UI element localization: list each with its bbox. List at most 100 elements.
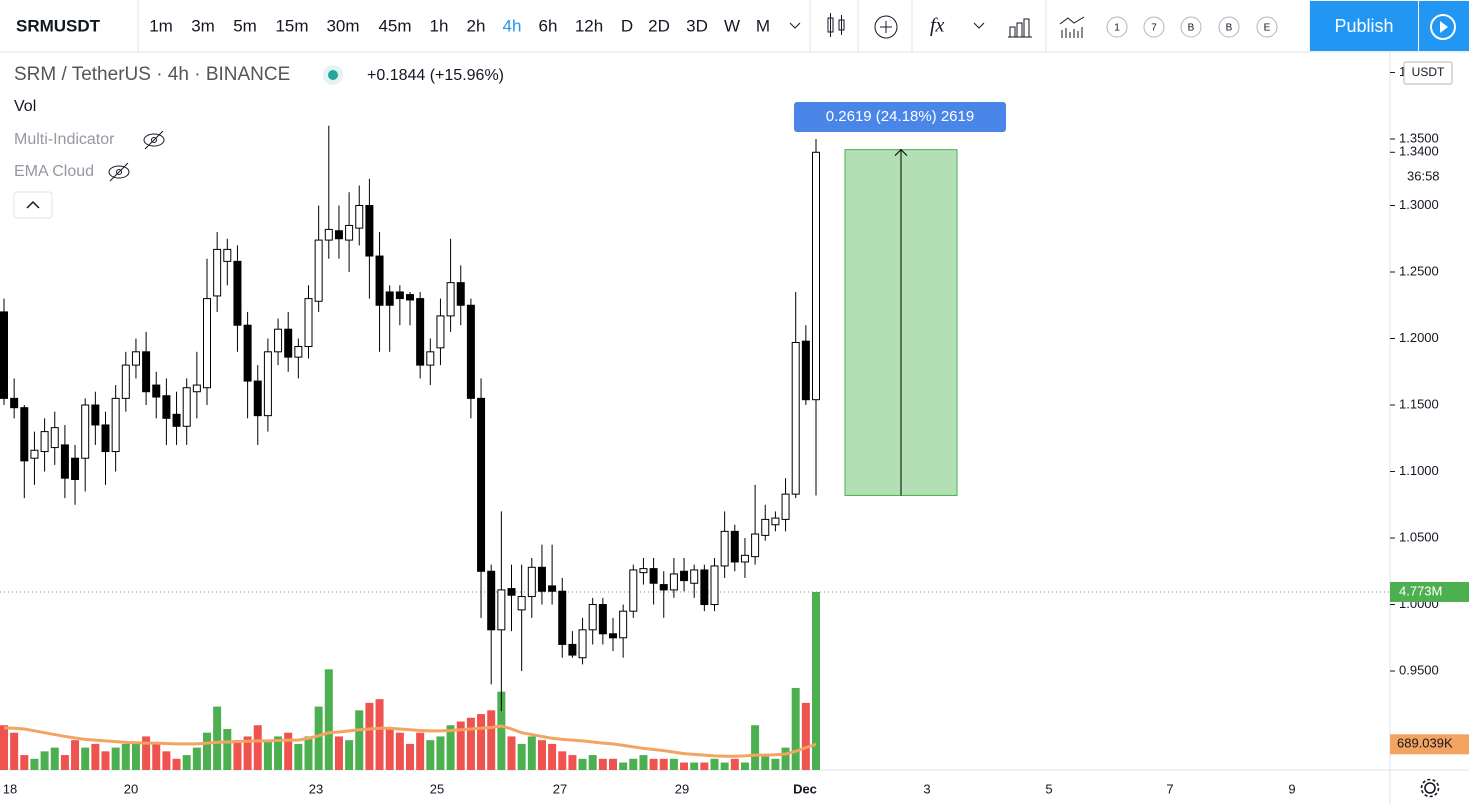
interval-button[interactable]: 2h [467,16,486,35]
interval-button[interactable]: 4h [503,16,522,35]
interval-button[interactable]: 3D [686,16,708,35]
volume-ma-line [3,724,817,758]
dropdown-icon[interactable] [789,22,801,29]
candle-body [304,298,313,347]
measure-arrowhead [894,148,908,156]
play-icon[interactable] [1430,14,1456,40]
volume-bar [192,747,201,770]
publish-label[interactable]: Publish [1334,16,1393,36]
badge[interactable] [1180,16,1202,38]
volume-bar [50,747,59,770]
candle-body [213,248,222,297]
volume-bar [456,721,465,770]
interval-button[interactable]: 1h [430,16,449,35]
volume-bar [182,755,191,770]
publish-button[interactable] [1310,1,1418,51]
volume-bar [314,706,323,770]
volume-bar [91,743,100,770]
x-tick-label: 7 [1166,781,1173,796]
volume-bar [568,755,577,770]
candle-body [131,351,140,366]
volume-bar [598,758,607,770]
y-tick-label: 1.2000 [1399,330,1439,345]
volume-bar [60,755,69,770]
candle-body [548,585,557,592]
templates-icon[interactable] [1059,16,1085,38]
hidden-icon[interactable] [108,162,130,182]
badge-label: 7 [1151,23,1157,34]
interval-button[interactable]: 45m [378,16,411,35]
collapse-button[interactable] [13,191,53,219]
measure-label: 0.2619 (24.18%) 2619 [826,108,974,125]
candle-body [609,633,617,639]
legend-title: SRM / TetherUS · 4h · BINANCE [14,64,290,85]
add-icon[interactable] [874,15,898,39]
volume-bar [71,740,80,770]
candle-body [385,291,394,306]
x-tick-label: 18 [3,781,17,796]
indicators-icon[interactable]: fx [930,15,945,37]
legend-change: +0.1844 (+15.96%) [367,67,504,84]
volume-bar [324,669,333,770]
gear-icon[interactable] [1420,778,1440,798]
interval-button[interactable]: 3m [191,16,215,35]
volume-bar [700,762,709,770]
candle-body [517,596,526,611]
volume-bar [609,758,617,770]
candle-body [598,604,607,635]
volume-bar [730,758,739,770]
interval-button[interactable]: M [756,16,770,35]
volume-bar [395,732,404,770]
candle-body [71,457,80,481]
volume-bar [690,762,699,770]
dropdown-icon[interactable] [973,22,985,29]
volume-bar [781,747,790,770]
hidden-icon[interactable] [143,130,165,150]
badge-label: E [1264,23,1271,34]
symbol[interactable]: SRMUSDT [16,16,101,35]
interval-button[interactable]: 2D [648,16,670,35]
volume-bar [629,758,638,770]
interval-button[interactable]: D [621,16,633,35]
volume-bar [751,725,760,770]
y-tick-label: 1.1000 [1399,463,1439,478]
volume-bar [426,740,435,770]
candle-body [497,589,506,631]
interval-button[interactable]: 15m [275,16,308,35]
candle-body [365,204,374,257]
badge-label: 1 [1114,23,1120,34]
volume-bar [527,736,536,770]
volume-bar [101,751,110,770]
interval-button[interactable]: 12h [575,16,603,35]
candle-body [60,444,69,479]
interval-button[interactable]: 30m [326,16,359,35]
volume-bar [345,740,354,770]
candle-body [0,311,8,399]
badge[interactable] [1143,16,1165,38]
interval-button[interactable]: 6h [539,16,558,35]
candle-body [669,573,678,591]
volume-bar [487,710,496,770]
x-tick-label: Dec [793,781,817,796]
candle-body [680,570,689,582]
candle-body [446,282,455,317]
volume-bar [416,732,425,770]
y-tick-label: 1.2500 [1399,263,1439,278]
volume-bar [263,740,272,770]
candle-body [395,291,404,300]
volume-bar [578,758,587,770]
compare-icon[interactable] [1008,18,1032,38]
candle-icon[interactable] [827,13,845,37]
candle-body [730,530,739,563]
interval-button[interactable]: 1m [149,16,173,35]
x-tick-label: 23 [309,781,323,796]
volume-bar [213,706,222,770]
badge[interactable] [1218,16,1240,38]
volume-bar [588,755,597,770]
volume-bar [740,762,749,770]
badge[interactable] [1106,16,1128,38]
volume-bar [284,732,293,770]
interval-button[interactable]: 5m [233,16,257,35]
badge[interactable] [1256,16,1278,38]
interval-button[interactable]: W [724,16,740,35]
